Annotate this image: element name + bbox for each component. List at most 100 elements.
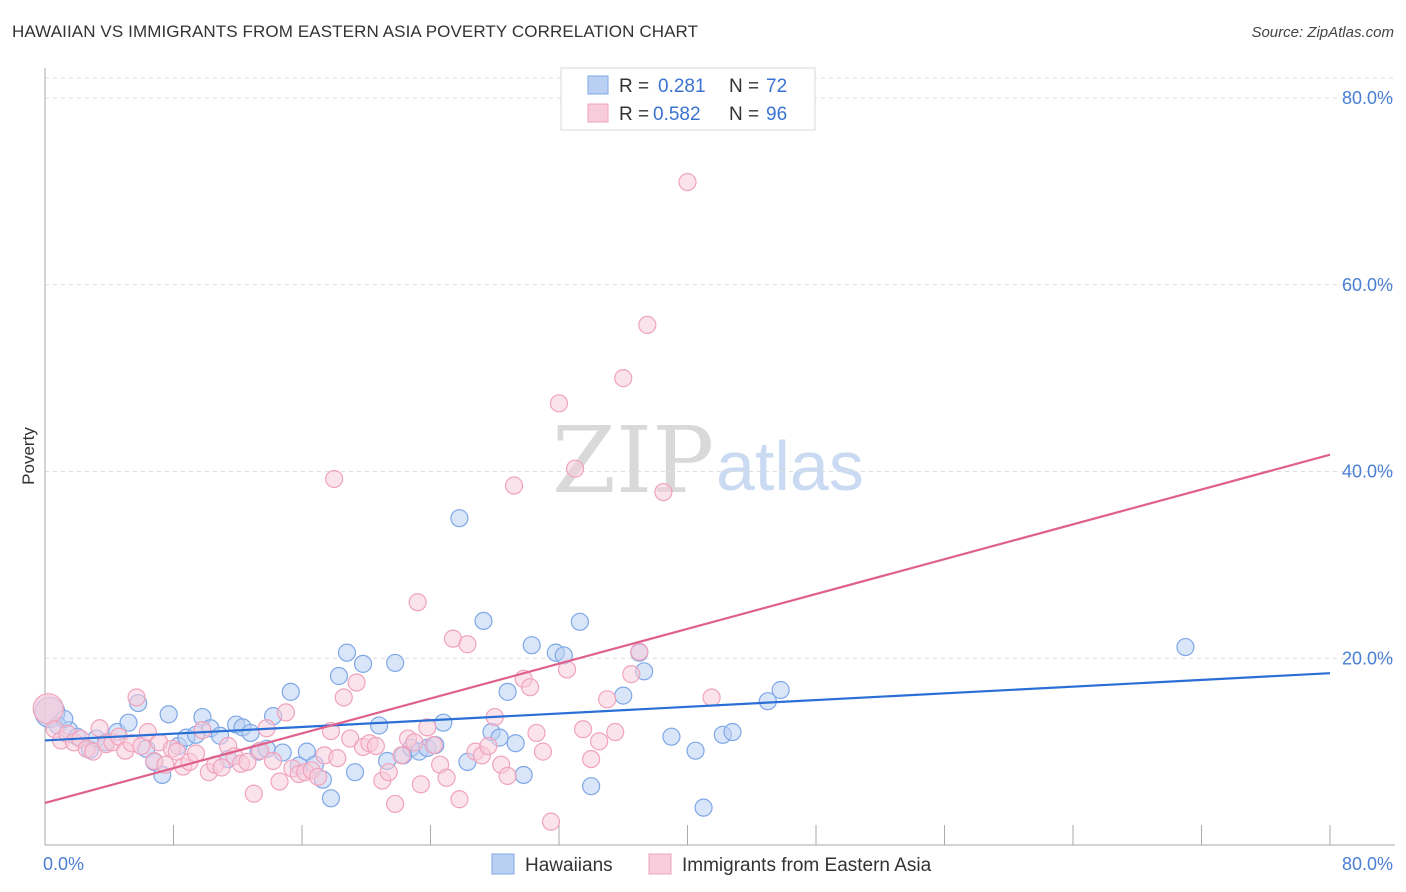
source-credit: Source: ZipAtlas.com <box>1251 24 1394 41</box>
data-point <box>598 690 617 709</box>
legend-n-value-1: 72 <box>766 76 787 97</box>
legend-r-label-1: R = <box>619 76 649 97</box>
data-point <box>263 751 283 771</box>
data-point <box>654 482 673 502</box>
data-point <box>308 767 328 786</box>
legend-n-label-2: N = <box>729 104 759 125</box>
data-point <box>570 612 589 631</box>
data-point <box>32 693 64 725</box>
watermark-atlas: atlas <box>716 427 864 505</box>
data-point <box>405 733 424 752</box>
x-tick-label: 0.0% <box>43 854 84 874</box>
data-point <box>411 775 430 794</box>
data-point <box>424 735 443 755</box>
data-point <box>345 763 365 782</box>
data-point <box>353 654 373 673</box>
data-point <box>590 732 609 751</box>
data-point <box>379 763 398 782</box>
data-point <box>370 716 389 735</box>
data-point <box>498 682 517 701</box>
data-point <box>498 766 517 786</box>
data-point <box>638 315 657 335</box>
data-point <box>276 703 296 722</box>
data-point <box>321 789 341 808</box>
trend-line-hawaiians <box>44 672 1331 742</box>
y-tick-label: 20.0% <box>1342 648 1393 668</box>
data-point <box>297 742 316 761</box>
data-point <box>212 758 231 777</box>
data-point <box>329 666 349 686</box>
data-point <box>366 736 385 756</box>
bottom-legend-swatch-hawaiians <box>491 853 515 875</box>
chart-title: HAWAIIAN VS IMMIGRANTS FROM EASTERN ASIA… <box>12 22 699 41</box>
legend-r-value-1: 0.281 <box>658 76 706 97</box>
data-point <box>386 794 405 814</box>
data-point <box>522 636 541 655</box>
data-point <box>686 741 705 760</box>
data-point <box>678 172 697 192</box>
data-point <box>582 749 601 769</box>
y-tick-label: 40.0% <box>1342 462 1393 482</box>
data-point <box>159 705 178 724</box>
data-point <box>506 734 525 753</box>
bottom-legend: Hawaiians Immigrants from Eastern Asia <box>491 853 932 876</box>
data-point <box>662 727 681 746</box>
data-point <box>614 686 633 705</box>
data-point <box>565 459 585 478</box>
data-point <box>573 720 593 739</box>
trend-lines <box>44 453 1331 805</box>
legend-n-value-2: 96 <box>766 104 787 125</box>
data-point <box>244 784 263 803</box>
data-point <box>341 729 360 748</box>
data-point <box>337 643 357 662</box>
data-point <box>334 688 353 707</box>
data-point <box>1176 637 1195 657</box>
y-tick-label: 80.0% <box>1342 88 1393 108</box>
legend-r-value-2: 0.582 <box>653 104 701 125</box>
y-axis-label: Poverty <box>19 427 38 485</box>
legend-n-label-1: N = <box>729 76 759 97</box>
data-point <box>418 718 437 737</box>
trend-line-immigrants <box>44 453 1331 805</box>
data-point <box>347 673 366 692</box>
legend-box: R = 0.281 N = 72 R = 0.582 N = 96 <box>560 67 816 131</box>
data-point <box>771 680 790 700</box>
data-point <box>527 723 546 743</box>
data-point <box>450 790 469 809</box>
gridlines <box>45 77 1395 659</box>
data-point <box>450 509 469 528</box>
data-point <box>479 736 498 756</box>
data-point <box>408 593 427 612</box>
data-point <box>520 678 540 697</box>
data-point <box>281 682 300 701</box>
data-point <box>614 369 633 388</box>
data-point <box>119 713 138 732</box>
legend-swatch-immigrants <box>587 103 609 123</box>
legend-r-label-2: R = <box>619 104 649 125</box>
data-point <box>325 469 344 489</box>
data-point <box>241 723 260 743</box>
tick-labels: 20.0% 40.0% 60.0% 80.0% 0.0% 80.0% <box>43 88 1393 874</box>
data-point <box>514 765 533 785</box>
data-point <box>386 653 405 673</box>
data-point <box>723 722 742 742</box>
bottom-legend-label-hawaiians: Hawaiians <box>525 855 613 876</box>
data-point <box>458 635 477 654</box>
series-immigrants-eastern-asia-points <box>32 172 721 831</box>
bottom-legend-swatch-immigrants <box>648 853 672 875</box>
data-point <box>392 746 411 765</box>
data-point <box>533 742 553 761</box>
data-point <box>582 777 601 796</box>
watermark: ZIP atlas <box>552 407 864 514</box>
y-tick-label: 60.0% <box>1342 275 1393 295</box>
data-point <box>694 798 713 817</box>
data-point <box>437 768 456 787</box>
data-point <box>504 476 524 495</box>
bottom-legend-label-immigrants: Immigrants from Eastern Asia <box>682 855 932 876</box>
data-point <box>90 719 109 738</box>
data-point <box>630 642 649 661</box>
data-point <box>549 394 569 413</box>
data-point <box>328 749 347 768</box>
data-point <box>270 772 289 791</box>
